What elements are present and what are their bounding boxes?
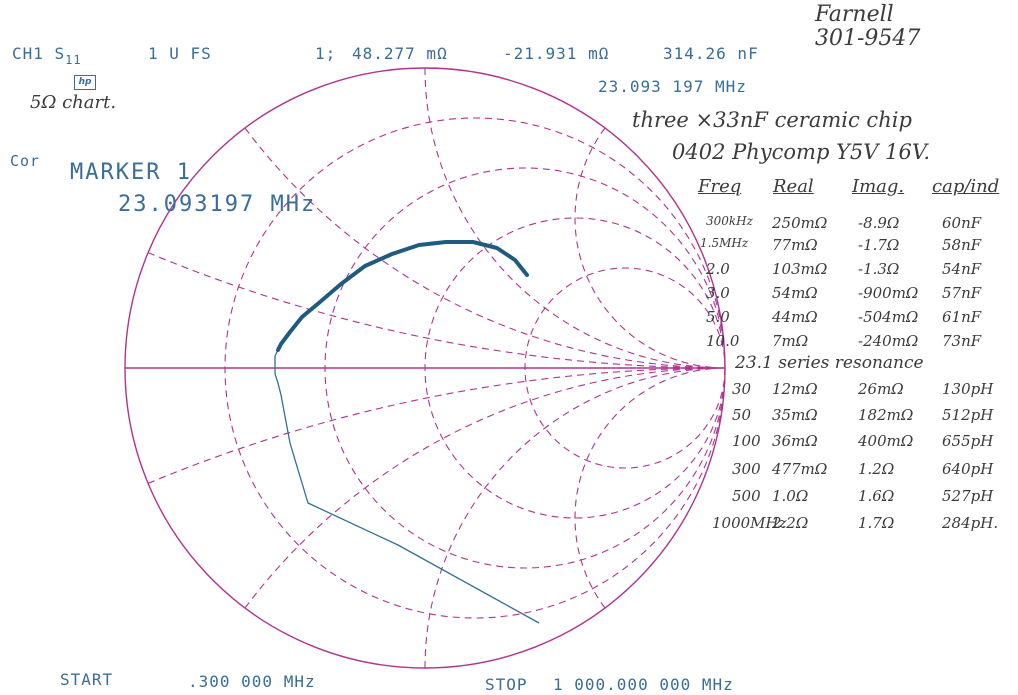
farnell-part-number: 301-9547 [815, 26, 921, 51]
table-cell: 477mΩ [772, 460, 828, 478]
stop-label: STOP [485, 675, 528, 694]
table-cell: 54mΩ [772, 284, 818, 302]
table-cell: 284pH. [942, 514, 999, 532]
table-cell: 400mΩ [858, 432, 914, 450]
table-cell: -900mΩ [858, 284, 919, 302]
table-cell: 1.7Ω [858, 514, 895, 532]
start-label: START [60, 670, 114, 689]
table-header-row: Freq Real Imag. cap/ind [0, 176, 1018, 198]
table-header-real: Real [773, 176, 814, 197]
table-cell: 54nF [942, 260, 982, 278]
marker-prefix: 1; [315, 44, 337, 63]
table-cell: 640pH [942, 460, 994, 478]
table-cell: 300kHz [706, 214, 753, 228]
table-cell: -8.9Ω [858, 214, 900, 232]
table-cell: 182mΩ [858, 406, 914, 424]
table-cell: 30 [732, 380, 752, 398]
stop-value: 1 000.000 000 MHz [553, 675, 734, 694]
table-row: 500 1.0Ω 1.6Ω 527pH [0, 487, 1018, 509]
channel-label: CH1 S11 [12, 44, 82, 67]
smith-trace-dense-segment [276, 240, 529, 352]
table-row: 23.1 series resonance [0, 353, 1018, 375]
reactance-arc [574, 127, 726, 369]
table-row: 2.0 103mΩ -1.3Ω 54nF [0, 260, 1018, 282]
table-cell: 130pH [942, 380, 994, 398]
table-cell: 1.5MHz [700, 236, 749, 250]
farnell-note: Farnell [815, 2, 894, 27]
reactance-arc [424, 367, 726, 669]
table-cell: 60nF [942, 214, 982, 232]
table-cell: 23.1 series resonance [735, 353, 924, 373]
table-cell: 1.0Ω [772, 487, 809, 505]
table-cell: 100 [732, 432, 761, 450]
table-row: 10.0 7mΩ -240mΩ 73nF [0, 332, 1018, 354]
table-cell: 527pH [942, 487, 994, 505]
table-cell: 512pH [942, 406, 994, 424]
table-header-imag: Imag. [852, 176, 905, 197]
table-row: 300kHz 250mΩ -8.9Ω 60nF [0, 214, 1018, 236]
table-cell: 3.0 [706, 284, 730, 302]
table-cell: 12mΩ [772, 380, 818, 398]
marker-real-value: 48.277 mΩ [352, 44, 448, 63]
scale-label: 1 U FS [148, 44, 212, 63]
table-row: 1.5MHz 77mΩ -1.7Ω 58nF [0, 236, 1018, 258]
table-cell: -504mΩ [858, 308, 919, 326]
reactance-arc [244, 127, 726, 369]
table-cell: 5.0 [706, 308, 730, 326]
table-cell: 57nF [942, 284, 982, 302]
reactance-arc [147, 252, 726, 369]
chart-scale-note: 5Ω chart. [30, 92, 117, 113]
hp-logo-icon: hp [74, 75, 96, 90]
table-cell: 2.0 [706, 260, 730, 278]
reactance-arc [244, 367, 726, 609]
table-cell: 1.2Ω [858, 460, 895, 478]
table-cell: 61nF [942, 308, 982, 326]
marker-big-frequency: 23.093197 MHz [118, 192, 317, 217]
marker-label: MARKER 1 [70, 160, 192, 185]
table-cell: 50 [732, 406, 752, 424]
table-cell: 250mΩ [772, 214, 828, 232]
table-cell: 500 [732, 487, 761, 505]
table-cell: 58nF [942, 236, 982, 254]
table-cell: 26mΩ [858, 380, 904, 398]
smith-chart-grid [124, 67, 726, 669]
table-row: 30 12mΩ 26mΩ 130pH [0, 380, 1018, 402]
marker-imag-value: -21.931 mΩ [503, 44, 610, 63]
reactance-arc [424, 67, 726, 369]
table-cell: 7mΩ [772, 332, 809, 350]
table-row: 300 477mΩ 1.2Ω 640pH [0, 460, 1018, 482]
table-cell: 2.2Ω [772, 514, 809, 532]
table-cell: 10.0 [706, 332, 740, 350]
component-description: three ×33nF ceramic chip [632, 108, 912, 132]
correction-label: Cor [10, 152, 41, 170]
table-cell: 1.6Ω [858, 487, 895, 505]
table-cell: -1.7Ω [858, 236, 900, 254]
reactance-arc [574, 367, 726, 609]
table-cell: 300 [732, 460, 761, 478]
table-row: 1000MHz 2.2Ω 1.7Ω 284pH. [0, 514, 1018, 536]
table-cell: 44mΩ [772, 308, 818, 326]
table-cell: 36mΩ [772, 432, 818, 450]
table-row: 100 36mΩ 400mΩ 655pH [0, 432, 1018, 454]
table-row: 5.0 44mΩ -504mΩ 61nF [0, 308, 1018, 330]
marker-capacitance-value: 314.26 nF [663, 44, 759, 63]
table-header-freq: Freq [698, 176, 742, 197]
table-cell: 77mΩ [772, 236, 818, 254]
reactance-arc [147, 367, 726, 484]
table-cell: 655pH [942, 432, 994, 450]
table-row: 3.0 54mΩ -900mΩ 57nF [0, 284, 1018, 306]
table-row: 50 35mΩ 182mΩ 512pH [0, 406, 1018, 428]
table-header-capind: cap/ind [932, 176, 1000, 197]
table-cell: 73nF [942, 332, 982, 350]
component-part-details: 0402 Phycomp Y5V 16V. [672, 140, 931, 164]
table-cell: 103mΩ [772, 260, 828, 278]
table-cell: -1.3Ω [858, 260, 900, 278]
table-cell: 1000MHz [712, 514, 787, 532]
table-cell: 35mΩ [772, 406, 818, 424]
marker-frequency-value: 23.093 197 MHz [598, 77, 747, 96]
start-value: .300 000 MHz [188, 672, 316, 691]
table-cell: -240mΩ [858, 332, 919, 350]
